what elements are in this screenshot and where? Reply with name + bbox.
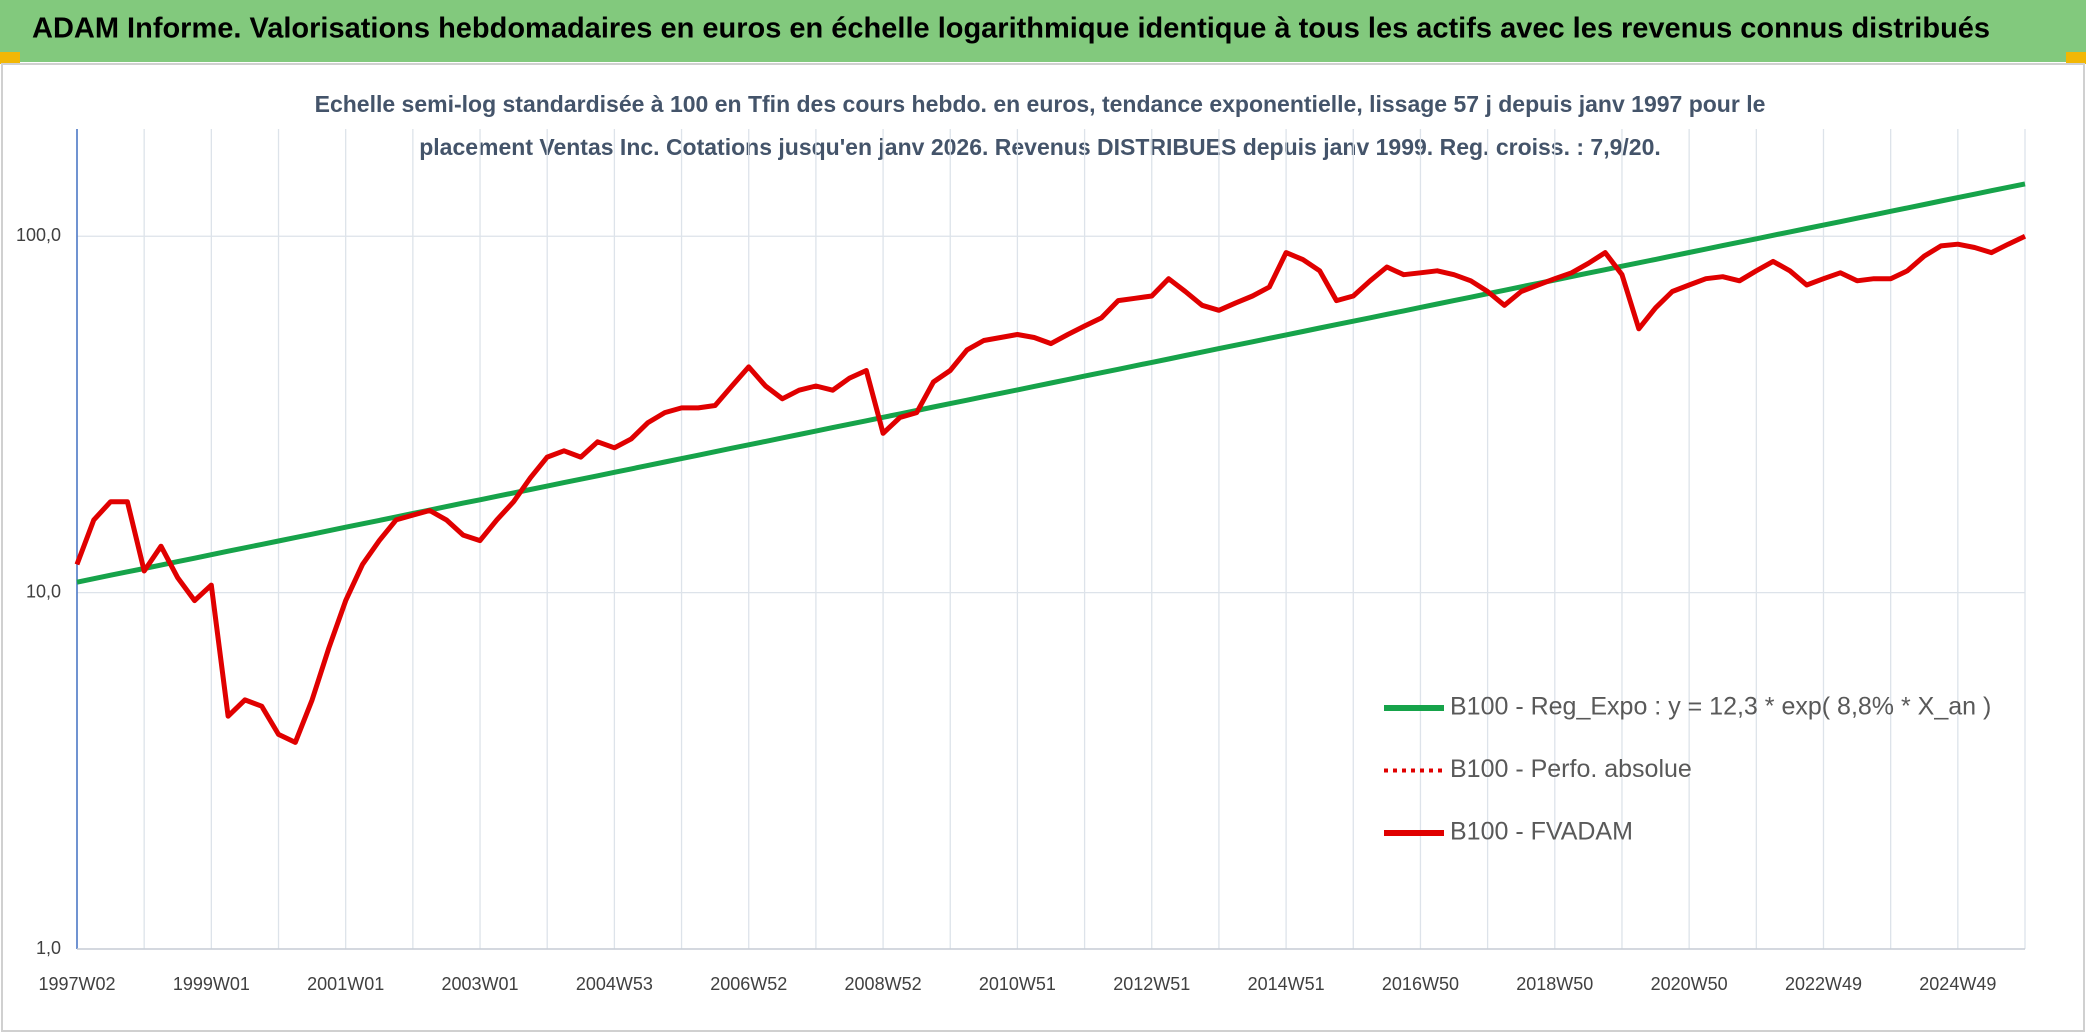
- chart-border: [1, 63, 2085, 1032]
- y-tick-label: 100,0: [16, 225, 61, 245]
- corner: [2066, 52, 2086, 64]
- chart-subtitle: placement Ventas Inc. Cotations jusqu'en…: [419, 134, 1661, 160]
- x-tick-label: 2016W50: [1382, 974, 1459, 994]
- x-tick-label: 2014W51: [1248, 974, 1325, 994]
- title-bar: [0, 0, 2086, 62]
- y-tick-label: 1,0: [36, 938, 61, 958]
- legend-label: B100 - Perfo. absolue: [1450, 755, 1692, 783]
- x-tick-label: 2012W51: [1113, 974, 1190, 994]
- x-tick-label: 2024W49: [1919, 974, 1996, 994]
- x-tick-label: 2022W49: [1785, 974, 1862, 994]
- x-tick-label: 2020W50: [1651, 974, 1728, 994]
- legend-label: B100 - FVADAM: [1450, 818, 1633, 846]
- series-line: [74, 234, 2027, 745]
- x-tick-label: 2006W52: [710, 974, 787, 994]
- y-tick-label: 10,0: [26, 581, 61, 601]
- x-tick-label: 2010W51: [979, 974, 1056, 994]
- x-tick-label: 2001W01: [307, 974, 384, 994]
- x-tick-label: 2003W01: [442, 974, 519, 994]
- x-tick-label: 2004W53: [576, 974, 653, 994]
- chart-title: ADAM Informe. Valorisations hebdomadaire…: [32, 13, 1990, 45]
- corner: [0, 52, 20, 64]
- chart-subtitle: Echelle semi-log standardisée à 100 en T…: [315, 91, 1766, 117]
- x-tick-label: 2008W52: [845, 974, 922, 994]
- x-tick-label: 1999W01: [173, 974, 250, 994]
- legend-label: B100 - Reg_Expo : y = 12,3 * exp( 8,8% *…: [1450, 693, 1991, 721]
- x-tick-label: 2018W50: [1516, 974, 1593, 994]
- x-tick-label: 1997W02: [38, 974, 115, 994]
